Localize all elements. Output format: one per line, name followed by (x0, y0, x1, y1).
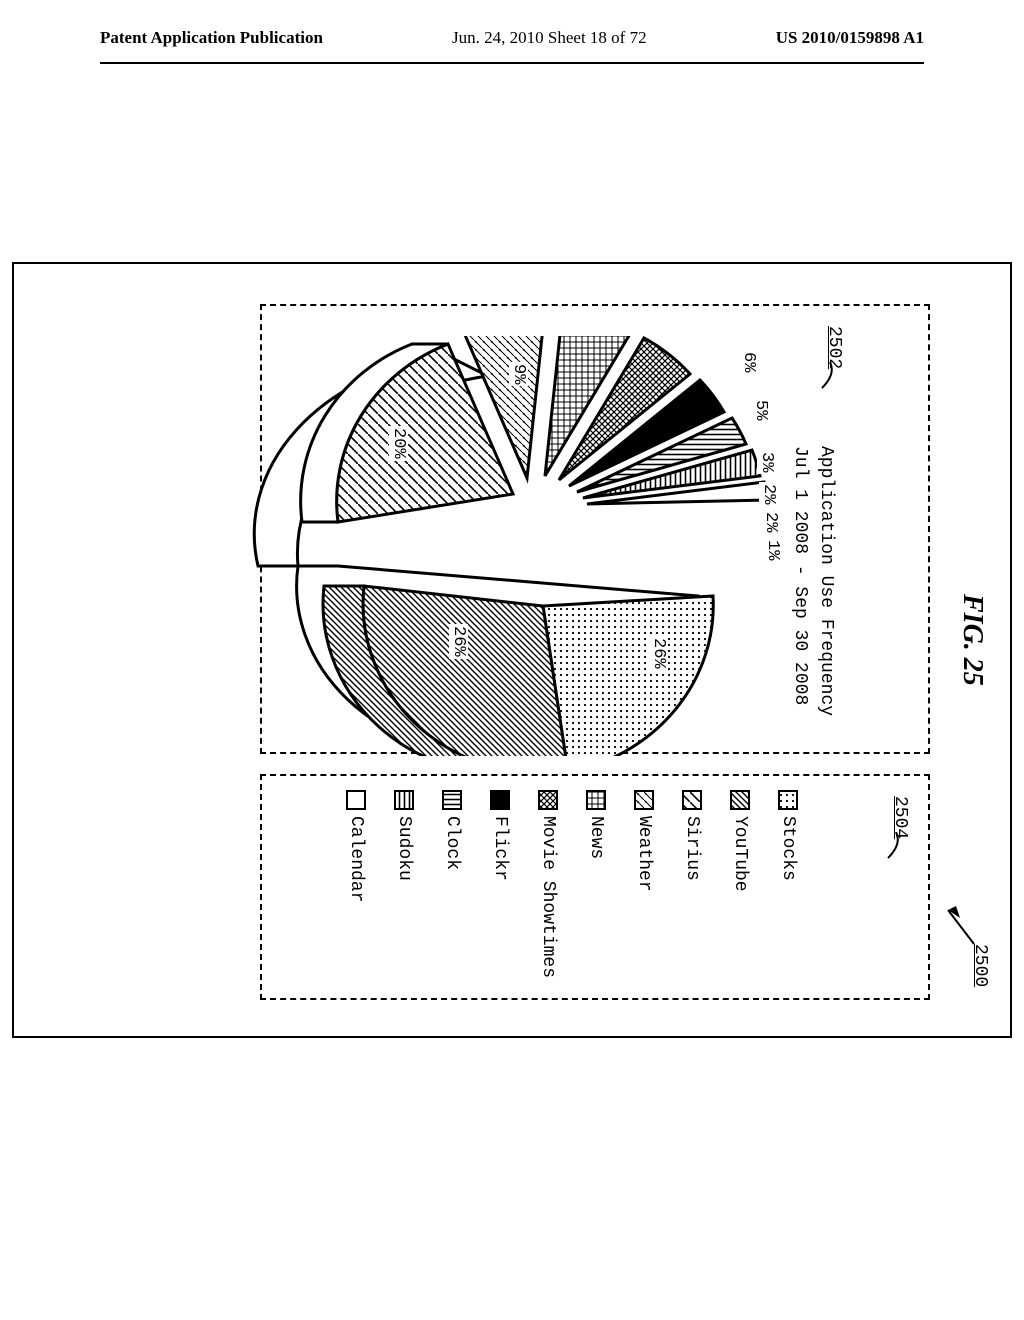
legend-item: Clock (442, 790, 462, 978)
legend-item: Weather (634, 790, 654, 978)
figure-frame: FIG. 25 2500 2502 Application Use Freque… (12, 262, 1012, 1038)
legend-item: Flickr (490, 790, 510, 978)
chart-panel: 2502 Application Use Frequency Jul 1 200… (260, 304, 930, 754)
header-right: US 2010/0159898 A1 (776, 28, 924, 48)
pct-sudoku: 2% (761, 510, 780, 534)
legend-item: Sirius (682, 790, 702, 978)
ref-2504-leader (880, 832, 902, 862)
header-left: Patent Application Publication (100, 28, 323, 48)
legend-label: Calendar (346, 816, 366, 902)
swatch-stocks (778, 790, 798, 810)
chart-title-block: Application Use Frequency Jul 1 2008 - S… (790, 446, 836, 716)
legend-panel: 2504 Stocks YouTube Sirius (260, 774, 930, 1000)
legend-item: Movie Showtimes (538, 790, 558, 978)
legend-label: Stocks (778, 816, 798, 881)
swatch-flickr (490, 790, 510, 810)
pct-calendar: 1% (763, 538, 782, 562)
chart-subtitle: Jul 1 2008 - Sep 30 2008 (790, 446, 810, 716)
legend-label: News (586, 816, 606, 859)
header-rule (100, 62, 924, 64)
pct-weather: 9% (509, 362, 528, 386)
legend-label: Movie Showtimes (538, 816, 558, 978)
swatch-clock (442, 790, 462, 810)
legend-item: News (586, 790, 606, 978)
legend-item: YouTube (730, 790, 750, 978)
pct-stocks: 26% (649, 636, 668, 671)
legend-label: Sudoku (394, 816, 414, 881)
ref-2500: 2500 (970, 944, 990, 987)
swatch-movie (538, 790, 558, 810)
swatch-youtube (730, 790, 750, 810)
pct-sirius: 20% (389, 426, 408, 461)
legend-item: Stocks (778, 790, 798, 978)
swatch-sudoku (394, 790, 414, 810)
pct-clock: 2% (759, 482, 778, 506)
pct-movie: 5% (751, 398, 770, 422)
swatch-news (586, 790, 606, 810)
legend-item: Calendar (346, 790, 366, 978)
pct-news: 6% (739, 350, 758, 374)
legend-label: YouTube (730, 816, 750, 892)
swatch-weather (634, 790, 654, 810)
legend-label: Weather (634, 816, 654, 892)
header-mid: Jun. 24, 2010 Sheet 18 of 72 (452, 28, 647, 48)
swatch-sirius (682, 790, 702, 810)
slice-stocks (543, 596, 713, 756)
ref-2502-leader (814, 362, 836, 392)
figure-label: FIG. 25 (956, 594, 988, 686)
legend-list: Stocks YouTube Sirius Weather News (346, 790, 798, 978)
pct-youtube: 26% (449, 624, 468, 659)
pct-flickr: 3% (757, 450, 776, 474)
legend-label: Clock (442, 816, 462, 870)
swatch-calendar (346, 790, 366, 810)
legend-label: Flickr (490, 816, 510, 881)
ref-2500-arrow (940, 904, 980, 948)
exploded-group (301, 336, 767, 522)
chart-title: Application Use Frequency (816, 446, 836, 716)
legend-label: Sirius (682, 816, 702, 881)
legend-item: Sudoku (394, 790, 414, 978)
pie-chart (198, 336, 768, 756)
patent-header: Patent Application Publication Jun. 24, … (0, 0, 1024, 58)
